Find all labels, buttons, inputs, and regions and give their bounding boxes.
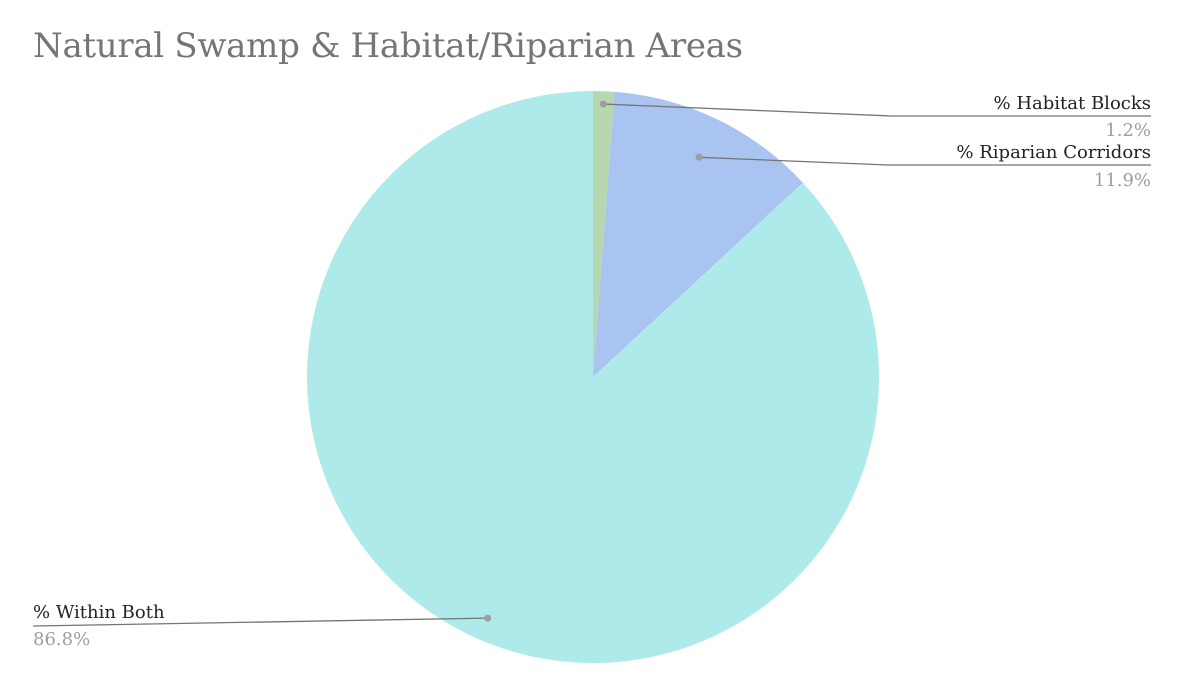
pie-labels: % Habitat Blocks 1.2%% Riparian Corridors… xyxy=(32,93,1152,650)
slice-value-riparian-corridors: 11.9% xyxy=(1094,170,1151,191)
slice-value-habitat-blocks: 1.2% xyxy=(1105,120,1151,141)
leader-dot-riparian-corridors xyxy=(695,153,703,161)
slice-label-riparian-corridors: % Riparian Corridors xyxy=(956,142,1151,163)
leader-line-riparian-corridors xyxy=(699,156,1151,166)
leader-line-within-both xyxy=(32,617,488,627)
pie-slices xyxy=(306,91,880,663)
slice-label-within-both: % Within Both xyxy=(33,602,165,623)
slice-label-habitat-blocks: % Habitat Blocks xyxy=(994,93,1152,114)
pie-slice-within-both xyxy=(306,91,880,663)
leader-dot-habitat-blocks xyxy=(599,100,607,108)
leader-line-habitat-blocks xyxy=(603,103,1151,117)
chart-title: Natural Swamp & Habitat/Riparian Areas xyxy=(33,26,743,66)
slice-value-within-both: 86.8% xyxy=(33,629,90,650)
leader-dot-within-both xyxy=(484,614,492,622)
pie-slice-riparian-corridors xyxy=(593,91,803,377)
pie-slice-habitat-blocks xyxy=(593,91,615,377)
